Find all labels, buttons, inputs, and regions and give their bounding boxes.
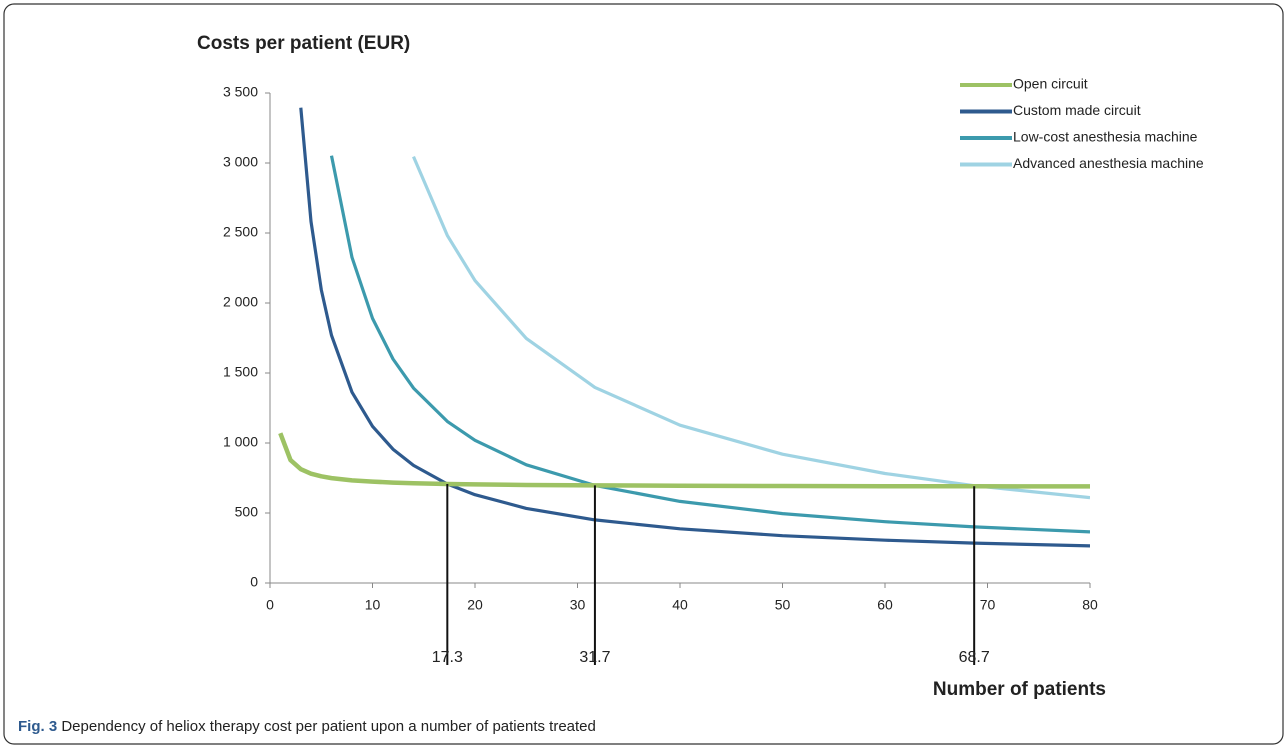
legend-label: Advanced anesthesia machine <box>1013 155 1204 171</box>
caption-text: Dependency of heliox therapy cost per pa… <box>61 718 596 735</box>
x-tick-label: 20 <box>467 597 483 613</box>
caption: Fig. 3 Dependency of heliox therapy cost… <box>18 718 596 735</box>
x-tick-label: 50 <box>775 597 791 613</box>
drop-label: 68.7 <box>959 649 990 666</box>
plot-area <box>299 107 1090 548</box>
x-tick-label: 60 <box>877 597 893 613</box>
drop-label: 31.7 <box>579 649 610 666</box>
legend-label: Low-cost anesthesia machine <box>1013 129 1198 145</box>
legend-label: Open circuit <box>1013 76 1088 92</box>
series-line <box>412 155 1090 500</box>
x-tick-label: 10 <box>365 597 381 613</box>
y-tick-label: 1 500 <box>223 364 258 380</box>
x-tick-label: 40 <box>672 597 688 613</box>
y-tick-label: 1 000 <box>223 434 258 450</box>
legend-label: Custom made circuit <box>1013 102 1141 118</box>
drop-label: 17.3 <box>432 649 463 666</box>
y-tick-label: 3 000 <box>223 154 258 170</box>
x-tick-label: 70 <box>980 597 996 613</box>
series-line <box>329 155 1090 534</box>
x-tick-label: 30 <box>570 597 586 613</box>
x-tick-label: 0 <box>266 597 274 613</box>
series-line <box>278 432 1091 489</box>
x-title: Number of patients <box>933 679 1106 700</box>
caption-label: Fig. 3 <box>18 718 57 735</box>
y-tick-label: 0 <box>250 574 258 590</box>
frame <box>3 3 1284 745</box>
y-tick-label: 2 500 <box>223 224 258 240</box>
y-title: Costs per patient (EUR) <box>197 33 410 54</box>
y-tick-label: 2 000 <box>223 294 258 310</box>
y-tick-label: 500 <box>235 504 259 520</box>
y-tick-label: 3 500 <box>223 84 258 100</box>
x-tick-label: 80 <box>1082 597 1098 613</box>
